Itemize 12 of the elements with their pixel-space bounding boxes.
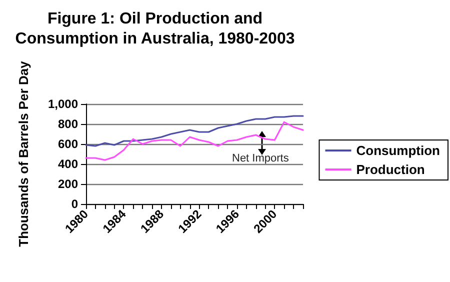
y-tick-label: 400	[58, 157, 78, 171]
y-tick-label: 200	[58, 177, 78, 191]
annotation: Net Imports	[232, 152, 290, 164]
y-tick-label: 1,000	[48, 97, 78, 111]
legend-label: Production	[356, 162, 425, 177]
y-tick-label: 0	[71, 197, 78, 211]
y-tick-label: 600	[58, 137, 78, 151]
chart-title: Figure 1: Oil Production and Consumption in Australia, 1980-2003	[15, 10, 295, 48]
y-axis-title: Thousands of Barrels Per Day	[16, 60, 31, 247]
line-series	[85, 115, 304, 147]
y-tick-label: 800	[58, 117, 78, 131]
legend-label: Consumption	[356, 143, 440, 158]
